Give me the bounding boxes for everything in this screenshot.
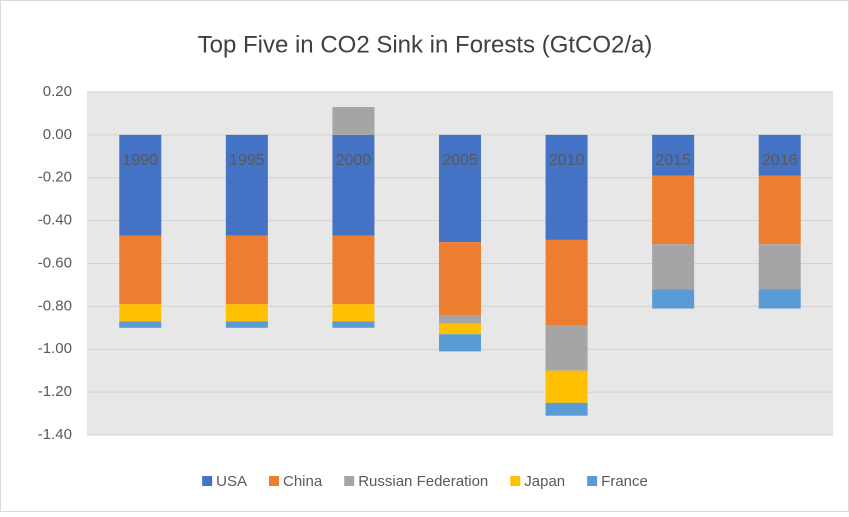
x-tick-label: 2010 <box>549 152 585 169</box>
bar-segment <box>225 321 268 328</box>
bar-segment <box>332 304 375 322</box>
x-tick-label: 1990 <box>122 152 158 169</box>
bar-segment <box>439 314 481 324</box>
bar-segment <box>652 175 695 245</box>
legend-label: Japan <box>524 473 565 490</box>
y-tick-label: -0.60 <box>38 254 72 271</box>
bar-segment <box>119 304 162 322</box>
bar-segment <box>225 304 268 322</box>
bar-segment <box>119 134 162 236</box>
bar-segment <box>439 334 481 352</box>
legend-swatch <box>510 476 521 486</box>
y-tick-label: 0.00 <box>43 126 72 143</box>
y-tick-label: 0.20 <box>43 83 72 100</box>
bar-segment <box>545 370 588 403</box>
bar-segment <box>652 244 695 290</box>
x-tick-label: 2005 <box>442 152 478 169</box>
bar-segment <box>652 134 695 176</box>
legend-swatch <box>269 476 279 486</box>
x-tick-label: 2000 <box>336 152 372 169</box>
legend-label: Russian Federation <box>358 473 488 490</box>
bar-segment <box>119 235 162 305</box>
legend-swatch <box>587 476 598 486</box>
chart-title: Top Five in CO2 Sink in Forests (GtCO2/a… <box>198 31 653 58</box>
bar-segment <box>652 289 695 309</box>
legend-swatch <box>202 476 213 486</box>
bar-segment <box>758 175 801 245</box>
bar-segment <box>758 134 801 176</box>
x-tick-label: 1995 <box>229 152 265 169</box>
bar-segment <box>332 134 375 236</box>
bar-segment <box>545 134 588 240</box>
y-tick-label: -0.80 <box>38 297 72 314</box>
legend-label: USA <box>216 473 247 490</box>
bar-segment <box>758 289 801 309</box>
legend-swatch <box>344 476 355 486</box>
y-tick-label: -1.20 <box>38 383 72 400</box>
legend-label: France <box>601 473 648 490</box>
bar-segment <box>332 321 375 328</box>
legend-label: China <box>283 473 323 490</box>
bar-segment <box>119 321 162 328</box>
y-tick-label: -0.20 <box>38 169 72 186</box>
bar-segment <box>439 242 481 315</box>
x-tick-label: 2015 <box>655 152 691 169</box>
y-tick-label: -1.40 <box>38 426 72 443</box>
bar-segment <box>545 402 588 416</box>
bar-segment <box>545 239 588 326</box>
bar-segment <box>439 134 481 243</box>
bar-segment <box>439 323 481 335</box>
y-tick-label: -1.00 <box>38 340 72 357</box>
bar-segment <box>758 244 801 290</box>
x-tick-label: 2016 <box>762 152 798 169</box>
bar-segment <box>225 235 268 305</box>
bar-segment <box>545 325 588 371</box>
y-tick-label: -0.40 <box>38 212 72 229</box>
bar-segment <box>225 134 268 236</box>
bar-segment <box>332 107 375 135</box>
bar-segment <box>332 235 375 305</box>
